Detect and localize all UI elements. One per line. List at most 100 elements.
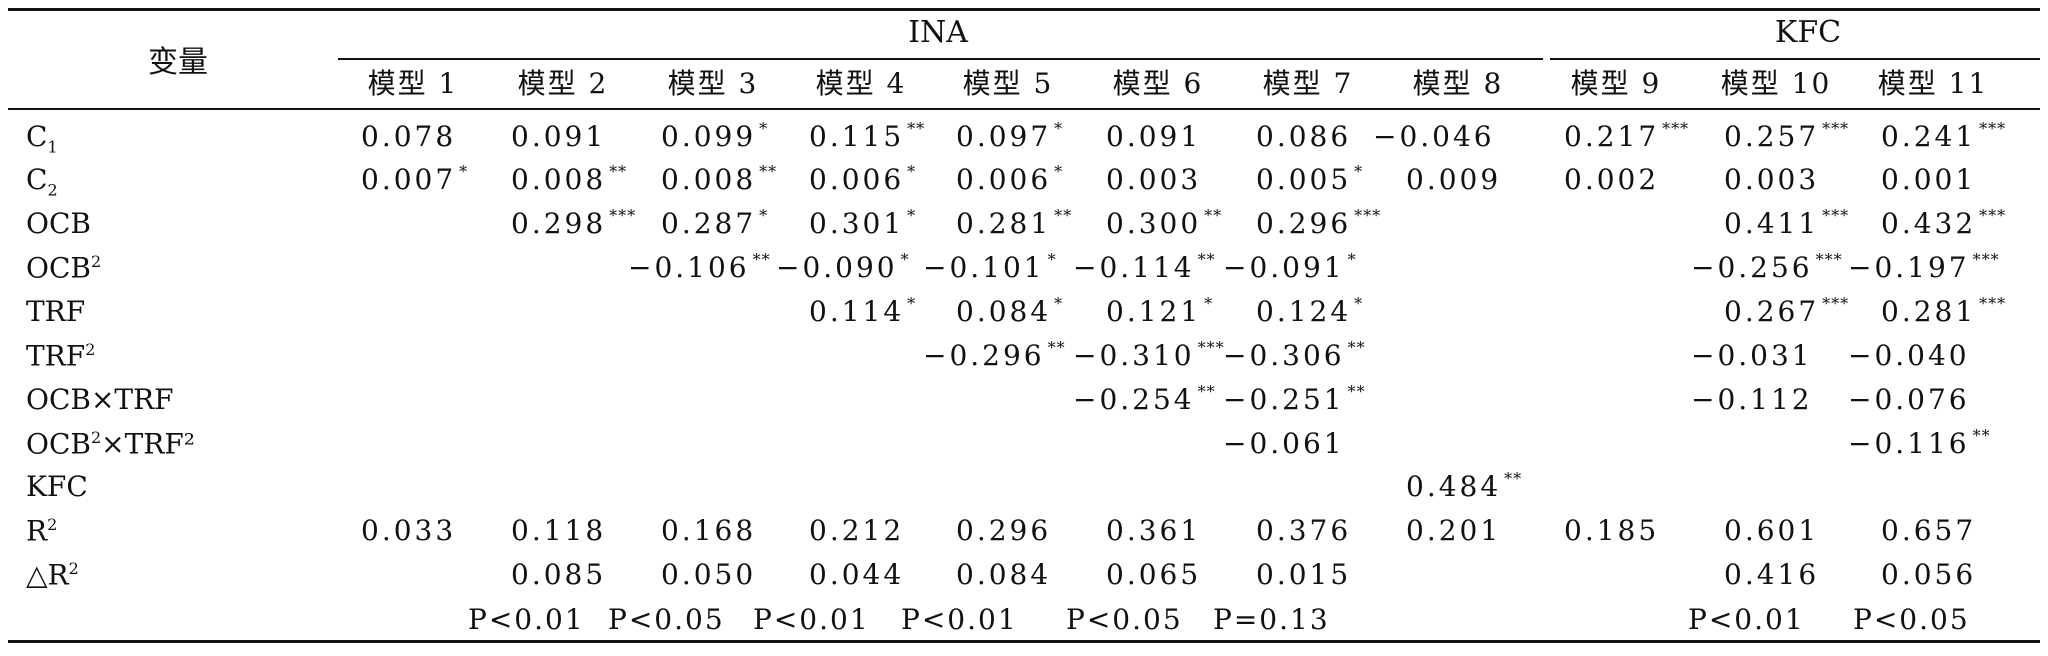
- cell-value: 0.086: [1256, 120, 1352, 153]
- table-cell: 0.296 ***: [1256, 208, 1381, 238]
- table-cell: 0.099 *: [661, 121, 768, 151]
- model-header-2: 模型 2: [517, 67, 609, 100]
- header-bottom-rule: [8, 108, 2040, 110]
- cell-value: 0.657: [1881, 514, 1977, 547]
- cell-value: 0.033: [361, 514, 457, 547]
- cell-value: 0.376: [1256, 514, 1352, 547]
- table-cell: 0.376: [1256, 517, 1351, 545]
- table-cell: 0.056: [1881, 561, 1976, 589]
- table-cell: 0.065: [1106, 561, 1201, 589]
- p-value: P<0.05: [1066, 603, 1183, 636]
- row-label-superscript: 2: [47, 515, 58, 534]
- table-cell: −0.310 ***: [1073, 340, 1225, 370]
- model-header-9: 模型 9: [1570, 67, 1662, 100]
- table-cell: 0.301 *: [809, 208, 916, 238]
- table-cell: 0.033: [361, 517, 456, 545]
- significance-stars: **: [1504, 469, 1523, 488]
- significance-stars: *: [1354, 162, 1364, 181]
- table-cell: 0.001: [1881, 166, 1976, 194]
- table-cell: 0.114 *: [809, 295, 916, 328]
- cell-value: 0.005: [1256, 163, 1352, 196]
- cell-value: −0.254: [1073, 383, 1195, 416]
- significance-stars: *: [759, 206, 769, 225]
- cell-value: −0.197: [1848, 251, 1970, 284]
- table-cell: −0.090 *: [776, 252, 910, 282]
- table-cell: 0.086: [1256, 123, 1351, 151]
- table-cell: −0.031: [1691, 342, 1813, 370]
- cell-value: −0.031: [1691, 339, 1813, 372]
- model-header-6: 模型 6: [1112, 67, 1204, 100]
- table-cell: 0.118: [511, 517, 606, 545]
- row-label: △R2: [26, 561, 79, 589]
- cell-value: 0.201: [1406, 514, 1502, 547]
- cell-value: −0.101: [923, 251, 1045, 284]
- table-cell: −0.106 **: [628, 252, 771, 282]
- row-label: TRF: [26, 298, 85, 326]
- table-cell: −0.091 *: [1223, 251, 1357, 284]
- cell-value: 0.281: [956, 207, 1052, 240]
- cell-value: 0.008: [661, 163, 757, 196]
- significance-stars: **: [1197, 250, 1216, 269]
- cell-value: 0.002: [1564, 163, 1660, 196]
- ina-group-header: INA: [908, 15, 968, 50]
- row-label-text: C: [26, 163, 48, 196]
- p-value: P<0.01: [753, 603, 870, 636]
- table-cell: −0.197 ***: [1848, 251, 2000, 284]
- cell-value: 0.168: [661, 514, 757, 547]
- cell-value: 0.484: [1406, 470, 1502, 503]
- table-cell: 0.008 **: [661, 163, 777, 196]
- significance-stars: ***: [1979, 119, 2007, 138]
- table-cell: −0.101 *: [923, 251, 1057, 284]
- cell-value: 0.003: [1724, 163, 1820, 196]
- row-label-text: R: [26, 514, 48, 548]
- row-label-text: OCB: [26, 207, 91, 240]
- row-label: OCB×TRF: [26, 386, 174, 414]
- table-cell: 0.267 ***: [1724, 296, 1849, 326]
- model-header-3: 模型 3: [667, 67, 759, 100]
- table-cell: 0.296: [956, 517, 1051, 545]
- table-cell: −0.306 **: [1223, 339, 1366, 372]
- significance-stars: ***: [1822, 119, 1850, 138]
- cell-value: 0.185: [1564, 514, 1660, 547]
- p-value: P<0.05: [1853, 603, 1970, 636]
- cell-value: 0.097: [956, 120, 1052, 153]
- significance-stars: ***: [1815, 250, 1843, 269]
- significance-stars: *: [1054, 162, 1064, 181]
- row-label-superscript: 2: [90, 428, 102, 447]
- significance-stars: *: [759, 119, 769, 138]
- model-header-11: 模型 11: [1877, 67, 1989, 100]
- cell-value: 0.411: [1724, 207, 1820, 240]
- cell-value: 0.432: [1881, 207, 1977, 240]
- model-header-10: 模型 10: [1720, 67, 1832, 100]
- cell-value: −0.091: [1223, 251, 1345, 284]
- table-cell: 0.008 **: [511, 164, 627, 194]
- cell-value: −0.040: [1848, 339, 1970, 372]
- table-cell: 0.601: [1724, 517, 1819, 545]
- table-cell: 0.084 *: [956, 295, 1063, 328]
- significance-stars: ***: [1662, 119, 1690, 138]
- cell-value: 0.118: [511, 514, 607, 547]
- cell-value: 0.056: [1881, 558, 1977, 591]
- cell-value: 0.084: [956, 295, 1052, 328]
- cell-value: 0.006: [956, 163, 1052, 196]
- significance-stars: *: [1204, 294, 1214, 313]
- p-value: P<0.01: [468, 603, 585, 636]
- table-cell: −0.254 **: [1073, 383, 1216, 416]
- table-cell: 0.091: [511, 123, 606, 151]
- significance-stars: **: [1197, 382, 1216, 401]
- cell-value: 0.006: [809, 163, 905, 196]
- significance-stars: ***: [609, 206, 637, 225]
- cell-value: 0.114: [809, 295, 905, 328]
- row-label-text: C: [26, 120, 48, 153]
- table-cell: 0.124 *: [1256, 296, 1363, 326]
- cell-value: 0.115: [809, 120, 905, 153]
- table-cell: −0.256 ***: [1691, 252, 1843, 282]
- table-cell: 0.168: [661, 517, 756, 545]
- table-cell: 0.121 *: [1106, 296, 1213, 326]
- table-cell: 0.416: [1724, 561, 1819, 589]
- model-header-7: 模型 7: [1262, 67, 1354, 100]
- table-cell: 0.005 *: [1256, 163, 1363, 196]
- model-header-5: 模型 5: [962, 67, 1054, 100]
- table-cell: 0.003: [1106, 166, 1201, 194]
- cell-value: −0.306: [1223, 339, 1345, 372]
